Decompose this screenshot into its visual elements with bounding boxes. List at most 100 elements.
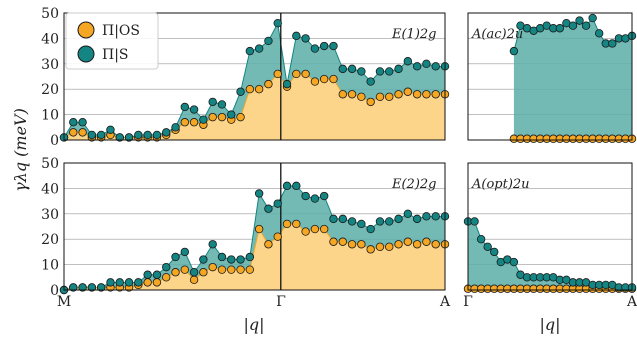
point-os	[245, 265, 255, 274]
point-os	[338, 90, 347, 99]
point-s	[483, 242, 492, 252]
point-s	[338, 64, 347, 74]
point-os	[273, 69, 282, 79]
point-s	[273, 199, 282, 208]
point-s	[282, 79, 292, 89]
point-s	[78, 118, 87, 127]
point-s	[347, 64, 357, 74]
point-s	[217, 252, 227, 262]
point-s	[366, 224, 375, 234]
point-os	[208, 112, 217, 122]
point-s	[115, 278, 124, 287]
point-s	[227, 110, 236, 119]
point-s	[217, 100, 227, 109]
point-s	[588, 13, 597, 23]
point-os	[254, 84, 264, 94]
point-s	[394, 64, 403, 74]
point-s	[227, 255, 236, 264]
point-s	[301, 34, 310, 43]
point-s	[162, 128, 171, 137]
point-os	[375, 92, 385, 102]
point-s	[357, 219, 366, 229]
y-axis-label: γλq (meV)	[11, 108, 30, 192]
point-s	[329, 214, 338, 224]
point-s	[568, 21, 578, 30]
ytick-label: 50	[41, 6, 59, 22]
point-os	[412, 240, 422, 249]
point-s	[608, 39, 617, 48]
point-s	[264, 204, 273, 213]
point-s	[403, 209, 413, 218]
point-os	[403, 87, 413, 96]
point-s	[412, 62, 422, 71]
point-os	[143, 278, 152, 287]
panel-frame	[467, 162, 633, 291]
point-os	[292, 69, 301, 79]
point-os	[171, 268, 180, 277]
point-s	[282, 181, 292, 191]
point-os	[254, 224, 264, 234]
point-s	[208, 240, 217, 249]
legend-label-s: Π|S	[102, 47, 129, 63]
point-os	[347, 240, 357, 249]
point-os	[366, 97, 375, 107]
point-s	[236, 255, 245, 264]
ytick-label: 20	[41, 82, 59, 98]
panel-bottom-main: 0 10 20 30 40 50	[41, 156, 450, 299]
point-os	[227, 265, 236, 274]
point-os	[375, 242, 385, 252]
panel-frame	[467, 12, 633, 141]
area-s	[513, 18, 632, 139]
point-os	[385, 242, 394, 252]
ytick-label: 0	[50, 283, 59, 299]
point-os	[431, 90, 440, 99]
point-s	[422, 59, 431, 68]
point-os	[273, 232, 282, 241]
point-s	[96, 283, 106, 292]
point-os	[208, 262, 217, 272]
point-os	[264, 79, 273, 89]
point-os	[189, 118, 199, 127]
point-os	[329, 74, 338, 84]
point-s	[375, 217, 385, 226]
ytick-label: 0	[50, 133, 59, 149]
point-s	[292, 31, 301, 41]
annotation-bottom-main: E(2)2g	[391, 177, 437, 192]
xtick-M: M	[57, 294, 71, 310]
point-os	[394, 240, 403, 249]
point-s	[273, 18, 282, 28]
point-os	[180, 118, 190, 127]
point-s	[412, 214, 422, 224]
panel-top-main: 0 10 20 30 40 50	[41, 6, 450, 149]
point-s	[403, 57, 413, 66]
point-os	[357, 240, 366, 249]
point-os	[310, 224, 320, 234]
point-os	[301, 69, 310, 79]
ytick-label: 40	[41, 181, 59, 197]
point-os	[329, 237, 338, 246]
ytick-label: 30	[41, 57, 59, 73]
point-os	[394, 90, 403, 99]
point-os	[236, 265, 245, 274]
point-s	[134, 278, 143, 287]
point-os	[347, 90, 357, 99]
ytick-label: 40	[41, 31, 59, 47]
point-s	[134, 130, 143, 140]
point-s	[581, 21, 591, 30]
point-s	[96, 130, 106, 140]
point-os	[69, 128, 78, 137]
legend-marker-s	[77, 45, 95, 63]
point-os	[152, 278, 162, 287]
legend-label-os: Π|OS	[102, 23, 140, 39]
point-s	[329, 41, 338, 51]
point-s	[236, 87, 245, 96]
point-s	[476, 234, 486, 244]
point-os	[366, 245, 375, 254]
legend-marker-os	[77, 21, 95, 39]
point-os	[319, 224, 329, 234]
point-s	[338, 214, 347, 224]
panel-frame	[63, 12, 446, 141]
point-s	[180, 247, 190, 257]
